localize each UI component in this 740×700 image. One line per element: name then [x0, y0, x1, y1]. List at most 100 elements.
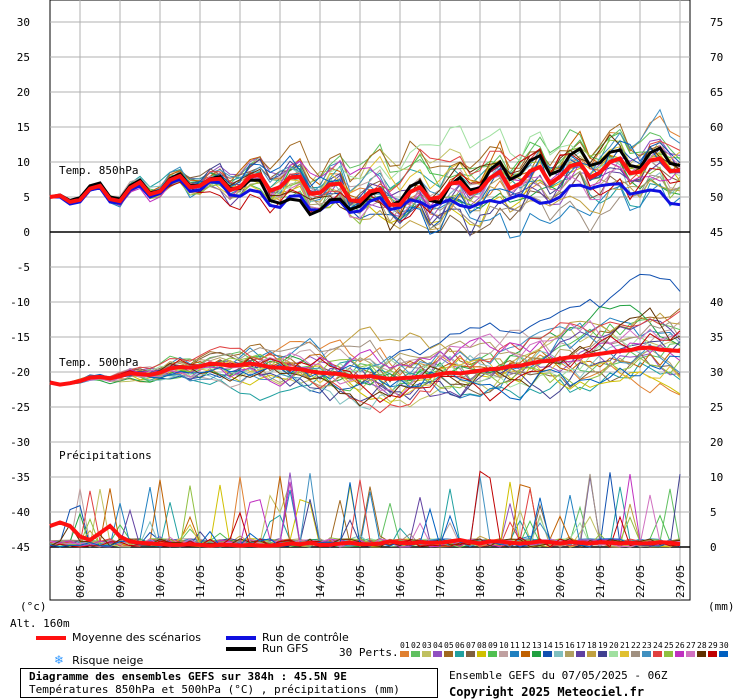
left-tick-label: 20 — [17, 86, 30, 99]
x-tick-label: 16/05 — [394, 565, 407, 598]
pert-swatch — [631, 651, 640, 657]
pert-number: 15 — [554, 641, 564, 650]
pert-swatch — [477, 651, 486, 657]
pert-number: 13 — [532, 641, 542, 650]
pert-swatch — [620, 651, 629, 657]
pert-number: 17 — [576, 641, 586, 650]
pert-swatch — [543, 651, 552, 657]
member-line-precip — [49, 479, 681, 548]
x-tick-label: 10/05 — [154, 565, 167, 598]
pert-number: 14 — [543, 641, 553, 650]
x-tick-label: 13/05 — [274, 565, 287, 598]
right-tick-label: 30 — [710, 366, 723, 379]
left-tick-label: 30 — [17, 16, 30, 29]
pert-swatch — [433, 651, 442, 657]
legend-gfs-label: Run GFS — [262, 642, 309, 655]
x-tick-label: 20/05 — [554, 565, 567, 598]
pert-swatch — [686, 651, 695, 657]
pert-number: 02 — [411, 641, 421, 650]
right-tick-label: 50 — [710, 191, 723, 204]
pert-swatch — [576, 651, 585, 657]
right-tick-label: 45 — [710, 226, 723, 239]
member-line-500 — [49, 355, 681, 401]
right-tick-label: 60 — [710, 121, 723, 134]
pert-number: 22 — [631, 641, 641, 650]
x-tick-label: 15/05 — [354, 565, 367, 598]
pert-swatch — [488, 651, 497, 657]
member-line-850 — [49, 139, 681, 225]
axis-ticks: 08/05 09/05 10/05 11/05 12/05 13/05 14/05 15/05… — [10, 16, 723, 598]
pert-number: 12 — [521, 641, 531, 650]
member-line-850 — [49, 159, 681, 208]
pert-number: 16 — [565, 641, 575, 650]
member-line-500 — [49, 310, 681, 414]
pert-number: 09 — [488, 641, 498, 650]
left-tick-label: -25 — [10, 401, 30, 414]
right-tick-label: 55 — [710, 156, 723, 169]
member-line-500 — [49, 330, 681, 403]
pert-number: 30 — [719, 641, 729, 650]
pert-number: 05 — [444, 641, 454, 650]
pert-number: 10 — [499, 641, 509, 650]
pert-number: 20 — [609, 641, 619, 650]
x-tick-label: 18/05 — [474, 565, 487, 598]
pert-swatch — [532, 651, 541, 657]
panel-label-850hpa: Temp. 850hPa — [59, 164, 138, 177]
right-tick-label: 25 — [710, 401, 723, 414]
plot-frame — [49, 0, 691, 601]
pert-swatch — [653, 651, 662, 657]
pert-swatch — [598, 651, 607, 657]
snowflake-icon: ❄ — [54, 653, 65, 667]
pert-number: 11 — [510, 641, 520, 650]
pert-number: 27 — [686, 641, 696, 650]
left-tick-label: -35 — [10, 471, 30, 484]
pert-swatch — [444, 651, 453, 657]
legend-control-swatch — [226, 636, 256, 640]
left-tick-label: -10 — [10, 296, 30, 309]
pert-number: 28 — [697, 641, 707, 650]
x-tick-label: 11/05 — [194, 565, 207, 598]
pert-number: 19 — [598, 641, 608, 650]
pert-swatch — [609, 651, 618, 657]
left-tick-label: -15 — [10, 331, 30, 344]
legend-control: Run de contrôle — [226, 631, 349, 644]
legend-mean: Moyenne des scénarios — [36, 631, 201, 644]
legend-snow-label: Risque neige — [72, 654, 144, 667]
pert-swatch — [499, 651, 508, 657]
x-tick-label: 19/05 — [514, 565, 527, 598]
pert-swatch — [400, 651, 409, 657]
pert-swatch — [510, 651, 519, 657]
right-tick-label: 75 — [710, 16, 723, 29]
main-series — [49, 146, 681, 548]
member-line-500 — [49, 333, 681, 410]
pert-swatch — [411, 651, 420, 657]
left-tick-label: -40 — [10, 506, 30, 519]
x-tick-label: 22/05 — [634, 565, 647, 598]
pert-swatch — [587, 651, 596, 657]
left-tick-label: -45 — [10, 541, 30, 554]
copyright: Copyright 2025 Meteociel.fr — [449, 685, 645, 699]
right-tick-label: 10 — [710, 471, 723, 484]
legend-snow: ❄ Risque neige — [54, 653, 143, 667]
left-tick-label: 0 — [23, 226, 30, 239]
legend-mean-swatch — [36, 636, 66, 640]
legend-gfs-swatch — [226, 647, 256, 651]
pert-swatch — [719, 651, 728, 657]
pert-swatch — [422, 651, 431, 657]
pert-swatch — [455, 651, 464, 657]
pert-swatch — [708, 651, 717, 657]
pert-swatch — [675, 651, 684, 657]
pert-number: 21 — [620, 641, 630, 650]
left-tick-label: -20 — [10, 366, 30, 379]
right-tick-label: 70 — [710, 51, 723, 64]
footer-box: Diagramme des ensembles GEFS sur 384h : … — [20, 668, 438, 698]
control-line-850 — [50, 177, 681, 214]
left-tick-label: 5 — [23, 191, 30, 204]
pert-number: 23 — [642, 641, 652, 650]
x-tick-label: 14/05 — [314, 565, 327, 598]
legend-perts: 30 Perts. — [339, 646, 399, 659]
x-tick-label: 21/05 — [594, 565, 607, 598]
pert-swatch — [664, 651, 673, 657]
pert-swatch — [521, 651, 530, 657]
pert-swatch — [565, 651, 574, 657]
